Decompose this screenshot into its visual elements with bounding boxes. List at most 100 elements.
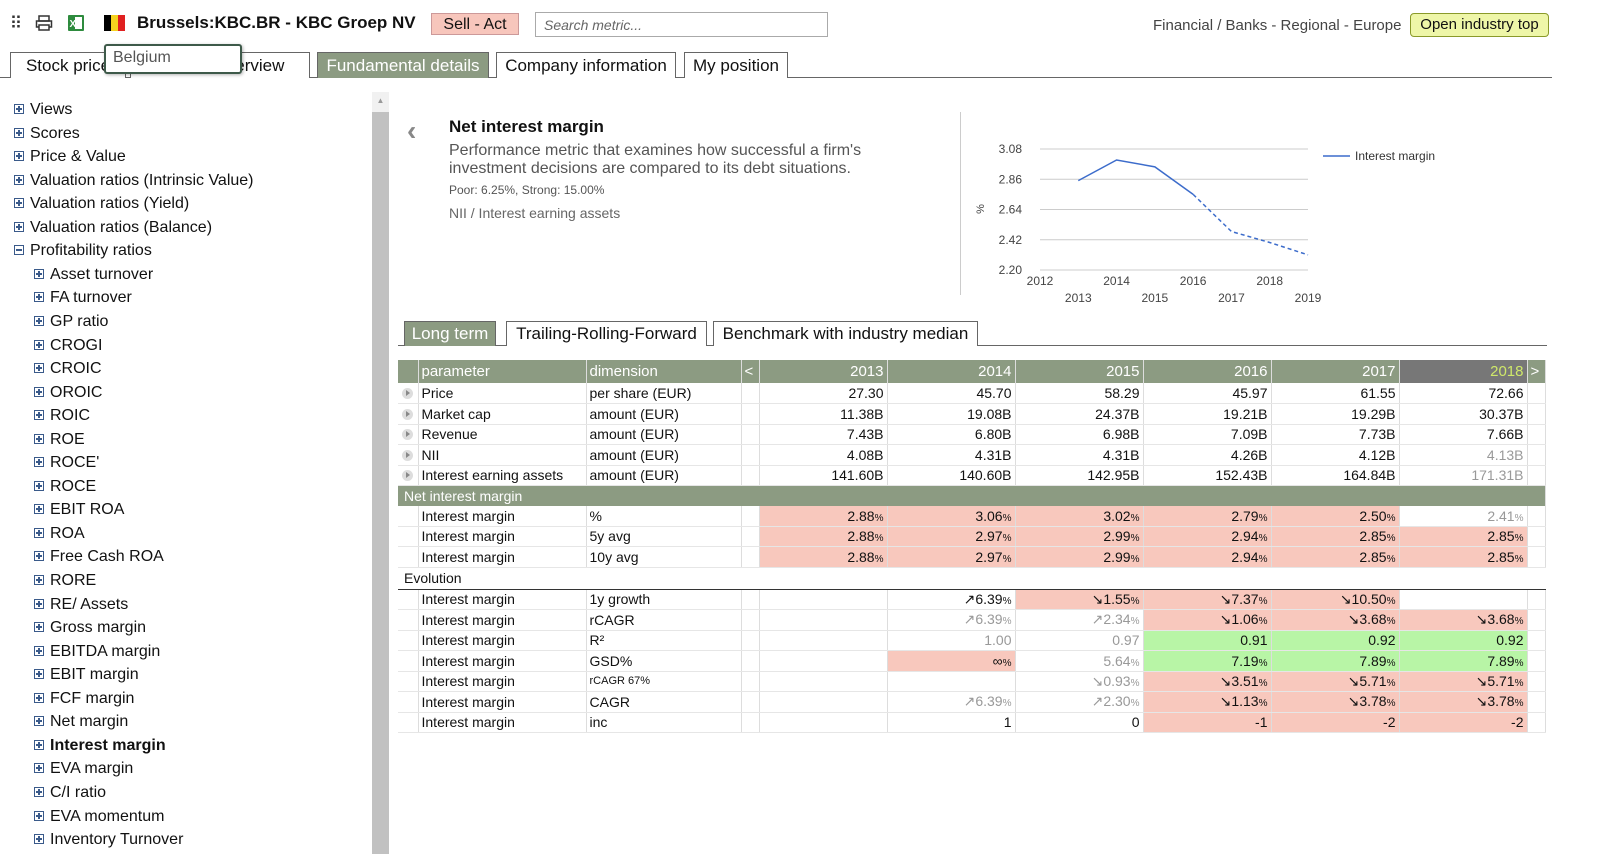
sidebar-item[interactable]: CROIC — [34, 359, 102, 379]
y-tick-label: 2.42 — [999, 233, 1023, 247]
sidebar-item[interactable]: GP ratio — [34, 312, 108, 332]
expand-icon[interactable] — [34, 692, 44, 703]
flag-belgium-icon[interactable] — [104, 15, 125, 31]
row-value: 2.99% — [1015, 526, 1144, 547]
sidebar-item[interactable]: C/I ratio — [34, 783, 106, 803]
row-expand-icon[interactable] — [398, 403, 419, 425]
expand-icon[interactable] — [34, 480, 44, 491]
rating-badge[interactable]: Sell - Act — [431, 13, 519, 35]
sidebar-item[interactable]: Free Cash ROA — [34, 547, 164, 567]
scroll-up-arrow-icon[interactable]: ▲ — [376, 96, 385, 105]
sidebar-item[interactable]: EBIT ROA — [34, 500, 124, 520]
sidebar-item[interactable]: ROIC — [34, 406, 90, 426]
sidebar-item[interactable]: Net margin — [34, 712, 128, 732]
sidebar-item[interactable]: EVA momentum — [34, 807, 164, 827]
sidebar-item[interactable]: ROE — [34, 430, 85, 450]
expand-icon[interactable] — [34, 810, 44, 821]
expand-icon[interactable] — [34, 457, 44, 468]
row-expand-icon[interactable] — [398, 383, 419, 404]
expand-icon[interactable] — [34, 763, 44, 774]
expand-icon[interactable] — [34, 410, 44, 421]
tab-company-information[interactable]: Company information — [496, 52, 676, 78]
expand-icon[interactable] — [34, 527, 44, 538]
sidebar-item[interactable]: RE/ Assets — [34, 595, 128, 615]
sidebar-item[interactable]: Profitability ratios — [14, 241, 152, 261]
expand-icon[interactable] — [34, 598, 44, 609]
print-icon[interactable] — [34, 14, 54, 34]
expand-icon[interactable] — [14, 174, 24, 185]
tab-my-position[interactable]: My position — [684, 52, 788, 78]
sidebar-item[interactable]: ROA — [34, 524, 85, 544]
row-value: 5.64% — [1015, 650, 1144, 672]
grid-icon[interactable]: ⠿ — [9, 14, 23, 33]
industry-breadcrumb[interactable]: Financial / Banks - Regional - Europe — [1153, 17, 1402, 34]
x-tick-label: 2018 — [1256, 274, 1283, 288]
expand-icon[interactable] — [14, 127, 24, 138]
search-input[interactable] — [535, 12, 828, 37]
expand-icon[interactable] — [14, 104, 24, 114]
expand-icon[interactable] — [14, 198, 24, 209]
sidebar-item[interactable]: Inventory Turnover — [34, 830, 183, 850]
tab-benchmark-industry-median[interactable]: Benchmark with industry median — [713, 321, 978, 346]
expand-icon[interactable] — [34, 669, 44, 680]
sidebar-item[interactable]: Valuation ratios (Intrinsic Value) — [14, 171, 254, 191]
expand-icon[interactable] — [34, 716, 44, 727]
sidebar-item[interactable]: Valuation ratios (Balance) — [14, 218, 212, 238]
expand-icon[interactable] — [34, 268, 44, 279]
x-tick-label: 2016 — [1180, 274, 1207, 288]
expand-icon[interactable] — [34, 834, 44, 845]
sidebar-item[interactable]: ROCE — [34, 477, 96, 497]
open-industry-top-button[interactable]: Open industry top — [1410, 13, 1549, 37]
sidebar-scrollbar-thumb[interactable] — [372, 112, 389, 854]
sidebar-item[interactable]: RORE — [34, 571, 96, 591]
tab-trailing-rolling-forward[interactable]: Trailing-Rolling-Forward — [506, 321, 707, 346]
expand-icon[interactable] — [34, 739, 44, 750]
sidebar-item[interactable]: OROIC — [34, 383, 102, 403]
row-expand-icon[interactable] — [398, 465, 419, 486]
sidebar-item[interactable]: Interest margin — [34, 736, 166, 756]
expand-icon[interactable] — [34, 292, 44, 303]
expand-icon[interactable] — [34, 551, 44, 562]
back-chevron-icon[interactable]: ‹ — [407, 115, 417, 146]
row-value: 11.38B — [759, 403, 888, 425]
sidebar-item[interactable]: FA turnover — [34, 288, 132, 308]
sidebar-item[interactable]: EBIT margin — [34, 665, 139, 685]
tab-fundamental-details[interactable]: Fundamental details — [317, 52, 489, 78]
expand-icon[interactable] — [14, 221, 24, 232]
expand-icon[interactable] — [34, 575, 44, 585]
sidebar-item[interactable]: ROCE' — [34, 453, 99, 473]
row-spacer — [398, 609, 419, 631]
expand-icon[interactable] — [34, 622, 44, 633]
row-expand-icon[interactable] — [398, 444, 419, 466]
prev-year-button[interactable]: < — [741, 360, 760, 383]
sidebar-item[interactable]: Views — [14, 100, 72, 120]
row-expand-icon[interactable] — [398, 424, 419, 445]
sidebar-item[interactable]: EBITDA margin — [34, 642, 160, 662]
next-year-button[interactable]: > — [1527, 360, 1546, 383]
expand-icon[interactable] — [14, 151, 24, 162]
sidebar-item[interactable]: Asset turnover — [34, 265, 153, 285]
expand-icon[interactable] — [34, 315, 44, 326]
sidebar-item[interactable]: Scores — [14, 124, 80, 144]
expand-icon[interactable] — [34, 386, 44, 397]
sidebar-item[interactable]: FCF margin — [34, 689, 134, 709]
row-value: 2.99% — [1015, 546, 1144, 568]
row-value: 27.30 — [759, 383, 888, 404]
table-row: NII amount (EUR) 4.08B 4.31B 4.31B 4.26B 4.12B… — [398, 444, 1546, 466]
expand-icon[interactable] — [34, 339, 44, 350]
expand-icon[interactable] — [34, 363, 44, 374]
sidebar-item[interactable]: Price & Value — [14, 147, 126, 167]
expand-icon[interactable] — [34, 504, 44, 515]
sidebar-item[interactable]: CROGI — [34, 336, 102, 356]
sidebar-item[interactable]: EVA margin — [34, 759, 133, 779]
sidebar-item[interactable]: Valuation ratios (Yield) — [14, 194, 189, 214]
expand-icon[interactable] — [34, 433, 44, 444]
row-spacer — [741, 465, 760, 486]
expand-icon[interactable] — [34, 645, 44, 656]
sidebar-item[interactable]: Gross margin — [34, 618, 146, 638]
collapse-icon[interactable] — [14, 245, 24, 256]
excel-icon[interactable]: X — [66, 14, 86, 34]
tab-long-term[interactable]: Long term — [404, 321, 496, 346]
table-row: Interest margin inc 1 0 -1 -2 -2 — [398, 712, 1546, 733]
expand-icon[interactable] — [34, 786, 44, 797]
